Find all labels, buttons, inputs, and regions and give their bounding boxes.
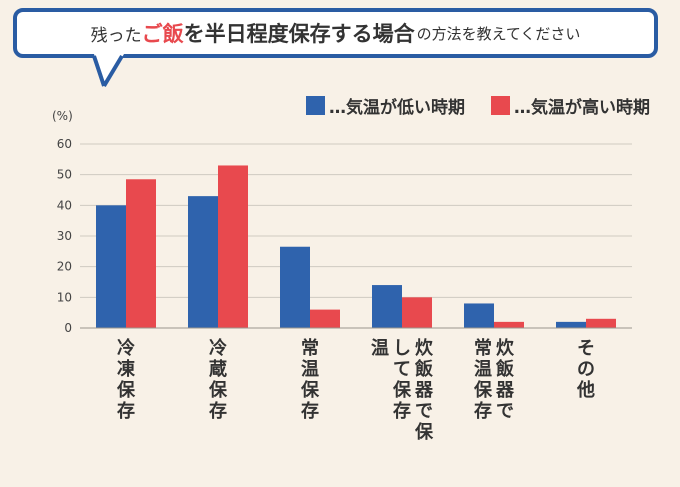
y-tick-label: 20 xyxy=(57,260,72,274)
legend-swatch-low xyxy=(306,95,325,115)
x-category-label: 温 xyxy=(371,338,389,359)
y-tick-label: 40 xyxy=(57,198,72,212)
x-category-label: 炊飯器で保 xyxy=(414,337,434,443)
bar-high xyxy=(494,321,524,328)
title-part-1: 残った xyxy=(90,25,142,46)
bar-low xyxy=(96,205,126,328)
bar-high xyxy=(126,179,156,328)
bar-high xyxy=(586,318,616,328)
bar-low xyxy=(556,321,586,328)
bar-high xyxy=(218,165,248,328)
y-tick-label: 30 xyxy=(57,229,72,243)
x-category-label: 常温保存 xyxy=(473,337,493,422)
x-category-label: して保存 xyxy=(392,338,412,422)
legend: …気温が低い時期 …気温が高い時期 xyxy=(0,93,650,118)
bar-high xyxy=(402,297,432,328)
y-tick-label: 50 xyxy=(57,168,72,182)
bar-low xyxy=(464,303,494,328)
title-accent: ご飯 xyxy=(141,22,184,46)
x-category-label: 炊飯器で xyxy=(495,337,515,422)
bar-low xyxy=(280,246,310,328)
legend-label-high: …気温が高い時期 xyxy=(514,97,650,118)
legend-item-low: …気温が低い時期 xyxy=(306,93,465,118)
title-bold: 半日程度保存する場合 xyxy=(204,22,415,46)
bubble-tail xyxy=(92,54,124,88)
y-tick-label: 60 xyxy=(57,137,72,151)
x-category-label: 冷蔵保存 xyxy=(208,337,228,422)
title-part-2: を xyxy=(183,22,205,46)
bar-low xyxy=(188,196,218,328)
legend-item-high: …気温が高い時期 xyxy=(491,93,650,118)
x-category-label: 常温保存 xyxy=(300,337,320,422)
legend-swatch-high xyxy=(491,95,510,115)
y-tick-label: 10 xyxy=(57,290,72,304)
y-tick-label: 0 xyxy=(64,321,72,335)
legend-label-low: …気温が低い時期 xyxy=(329,97,465,118)
bar-high xyxy=(310,309,340,328)
title-bubble: 残った ご飯を半日程度保存する場合 の方法を教えてください xyxy=(13,8,658,58)
x-category-label: その他 xyxy=(576,338,595,401)
bar-low xyxy=(372,285,402,328)
y-axis-label: (%) xyxy=(52,109,73,123)
x-category-label: 冷凍保存 xyxy=(116,337,136,422)
title-part-3: の方法を教えてください xyxy=(416,24,581,43)
